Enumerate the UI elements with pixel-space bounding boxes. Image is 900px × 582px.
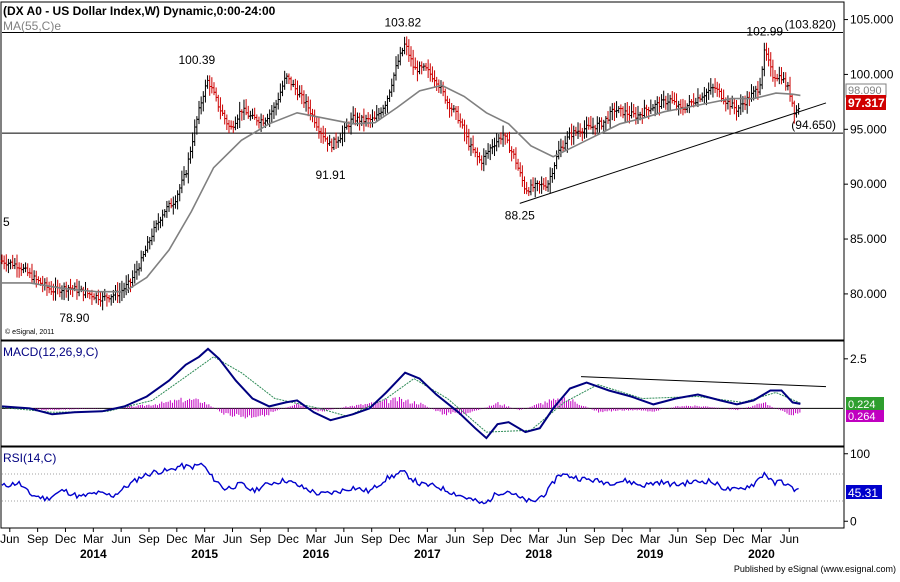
x-tick-label: Sep bbox=[695, 532, 717, 546]
price-bar bbox=[797, 103, 801, 115]
price-y-label: 95.000 bbox=[850, 122, 887, 136]
rsi-y-label: 0 bbox=[850, 514, 857, 528]
level-label: (94.650) bbox=[791, 118, 836, 132]
support-trendline bbox=[519, 102, 827, 204]
macd-line bbox=[1, 347, 801, 440]
x-tick-label: Jun bbox=[446, 532, 465, 546]
x-year-label: 2020 bbox=[748, 547, 775, 561]
x-tick-label: Sep bbox=[361, 532, 383, 546]
ma-line bbox=[2, 84, 801, 293]
price-trendline bbox=[519, 102, 827, 204]
x-tick-label: Mar bbox=[751, 532, 772, 546]
signal-value-tag bbox=[846, 409, 884, 422]
rsi-value-text: 45.31 bbox=[848, 486, 878, 500]
x-tick-label: Jun bbox=[111, 532, 130, 546]
x-year-label: 2018 bbox=[525, 547, 552, 561]
x-axis: Jun Sep Dec Mar Jun Sep Dec Mar Jun Sep Dec Mar Jun S… bbox=[0, 528, 799, 561]
footer-credit: Published by eSignal (www.esignal.com) bbox=[734, 564, 896, 574]
price-annotation: 88.25 bbox=[505, 208, 535, 222]
x-tick-label: Sep bbox=[138, 532, 160, 546]
rsi-line bbox=[1, 462, 799, 505]
macd-y-label: 2.5 bbox=[850, 352, 867, 366]
macd-signal-line bbox=[1, 356, 801, 433]
level-label: (103.820) bbox=[785, 18, 836, 32]
price-value-text: 97.317 bbox=[848, 96, 885, 110]
price-y-label: 100.000 bbox=[850, 67, 894, 81]
x-tick-label: Dec bbox=[723, 532, 744, 546]
macd-value-text: 0.224 bbox=[848, 399, 876, 411]
price-annotation: 100.39 bbox=[179, 53, 216, 67]
price-y-label: 85.000 bbox=[850, 232, 887, 246]
moving-average bbox=[2, 84, 801, 293]
rsi-title: RSI(14,C) bbox=[3, 451, 56, 465]
price-annotation: 78.90 bbox=[59, 311, 89, 325]
ma-value-text: 98.090 bbox=[848, 85, 882, 97]
macd-trendline bbox=[581, 376, 827, 388]
x-tick-label: Jun bbox=[0, 532, 19, 546]
x-tick-label: Mar bbox=[83, 532, 104, 546]
x-tick-label: Jun bbox=[780, 532, 799, 546]
x-tick-label: Mar bbox=[528, 532, 549, 546]
price-annotation: 103.82 bbox=[385, 16, 422, 30]
x-tick-label: Jun bbox=[557, 532, 576, 546]
price-level-lines: (103.820) (94.650) bbox=[2, 18, 843, 134]
x-year-label: 2015 bbox=[191, 547, 218, 561]
rsi-lines bbox=[1, 462, 843, 505]
x-tick-label: Jun bbox=[223, 532, 242, 546]
price-annotation: 102.99 bbox=[746, 25, 783, 39]
price-y-label: 105.000 bbox=[850, 13, 894, 27]
chart-title: (DX A0 - US Dollar Index,W) Dynamic,0:00… bbox=[3, 4, 276, 18]
price-y-axis: 80.000 85.000 90.000 95.000 100.000 105.000 bbox=[844, 13, 894, 301]
x-tick-label: Jun bbox=[668, 532, 687, 546]
signal-value-text: 0.264 bbox=[848, 411, 876, 423]
price-y-label: 90.000 bbox=[850, 177, 887, 191]
x-tick-label: Dec bbox=[500, 532, 521, 546]
macd-value-tag bbox=[846, 397, 884, 410]
price-value-tag bbox=[846, 95, 886, 110]
rsi-panel-frame bbox=[0, 446, 845, 529]
macd-y-axis: 2.5 bbox=[844, 352, 867, 366]
rsi-value-tag bbox=[846, 485, 882, 499]
copyright-note: © eSignal, 2011 bbox=[5, 328, 55, 336]
x-tick-label: Dec bbox=[166, 532, 187, 546]
macd-title: MACD(12,26,9,C) bbox=[3, 345, 98, 359]
price-annotation: 5 bbox=[3, 215, 10, 229]
price-y-label: 80.000 bbox=[850, 287, 887, 301]
x-tick-label: Dec bbox=[55, 532, 76, 546]
x-tick-label: Sep bbox=[472, 532, 494, 546]
x-tick-label: Sep bbox=[584, 532, 606, 546]
macd-panel-frame bbox=[0, 340, 845, 447]
x-tick-label: Sep bbox=[27, 532, 49, 546]
macd-lines bbox=[1, 347, 827, 440]
x-year-label: 2014 bbox=[80, 547, 107, 561]
x-tick-label: Mar bbox=[194, 532, 215, 546]
ma-legend: MA(55,C)e bbox=[3, 19, 61, 33]
x-year-label: 2017 bbox=[414, 547, 441, 561]
x-tick-label: Mar bbox=[417, 532, 438, 546]
x-tick-label: Sep bbox=[250, 532, 272, 546]
x-year-label: 2016 bbox=[303, 547, 330, 561]
x-year-label: 2019 bbox=[637, 547, 664, 561]
price-panel-frame bbox=[0, 1, 845, 341]
price-annotations: 5 100.39 103.82 91.91 78.90 88.25 102.99 bbox=[3, 16, 783, 325]
price-annotation: 91.91 bbox=[315, 168, 345, 182]
x-tick-label: Mar bbox=[640, 532, 661, 546]
rsi-y-axis: 100 0 bbox=[844, 447, 870, 528]
x-tick-label: Dec bbox=[278, 532, 299, 546]
rsi-y-label: 100 bbox=[850, 447, 870, 461]
x-tick-label: Jun bbox=[334, 532, 353, 546]
x-tick-label: Dec bbox=[389, 532, 410, 546]
x-tick-label: Dec bbox=[612, 532, 633, 546]
x-tick-label: Mar bbox=[306, 532, 327, 546]
